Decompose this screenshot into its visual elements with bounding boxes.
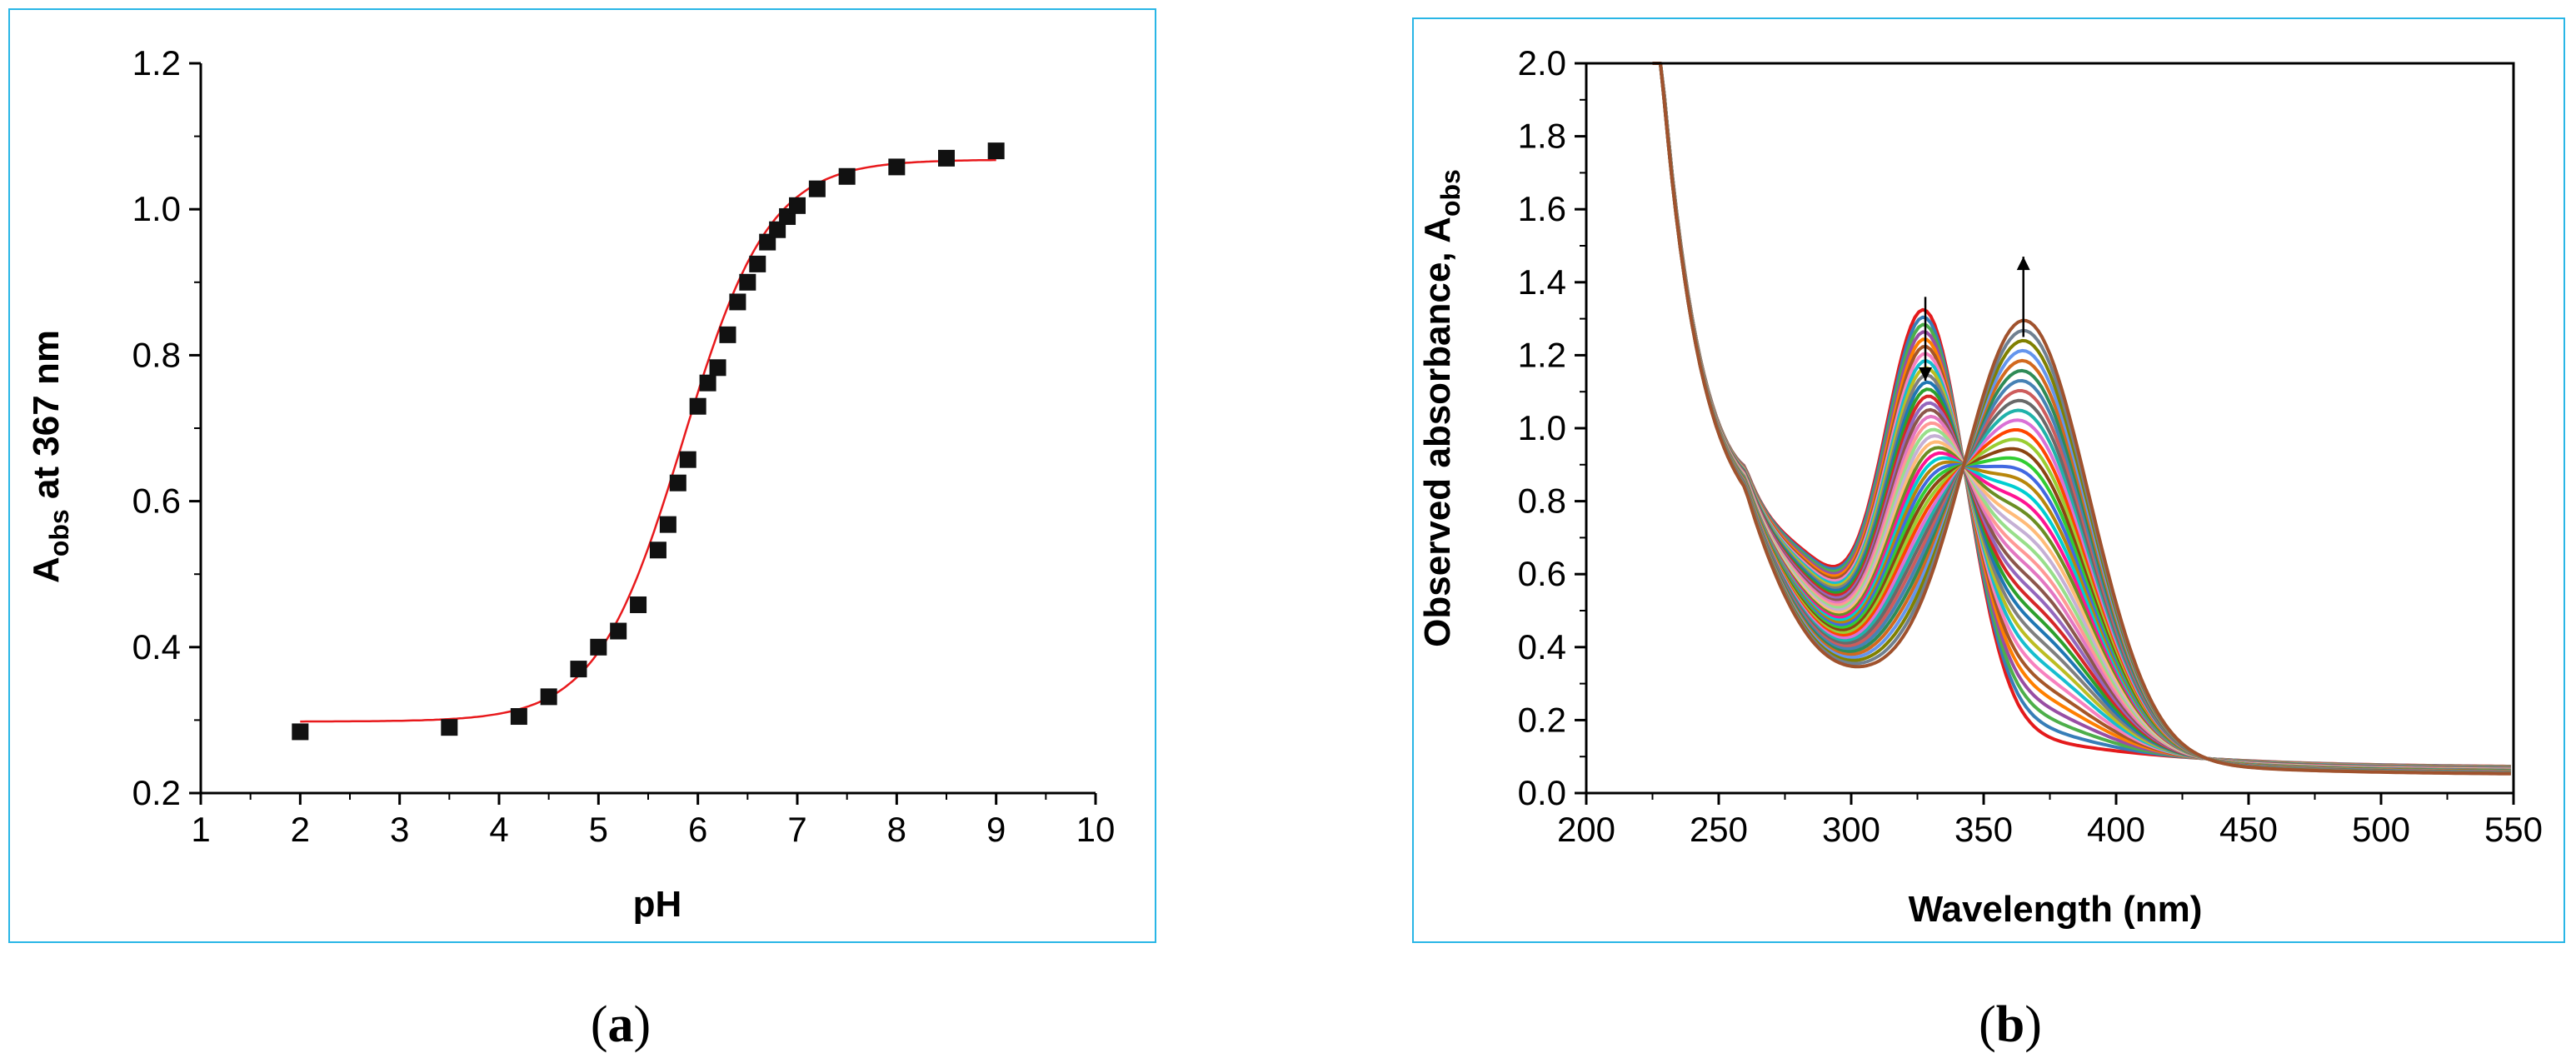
data-point bbox=[610, 622, 627, 640]
panel-b-frame bbox=[1412, 17, 2565, 943]
panel-a-caption: (a) bbox=[591, 996, 651, 1053]
spectrum-line bbox=[1652, 62, 2511, 771]
y-tick-label: 1.0 bbox=[132, 189, 181, 228]
y-tick-label: 1.2 bbox=[1518, 335, 1566, 374]
y-tick-label: 2.0 bbox=[1518, 43, 1566, 82]
data-point bbox=[749, 255, 766, 272]
panel-a-chart: 1 2 3 4 5 6 7 8 9 10 0.2 0.4 0.6 0.8 1.0 1.2 pH Aobs at… bbox=[26, 43, 1115, 925]
data-point bbox=[669, 474, 686, 492]
fit-curve-layer bbox=[300, 158, 996, 723]
x-tick-label: 9 bbox=[986, 810, 1006, 849]
panel-a-frame bbox=[8, 8, 1156, 943]
data-points-layer bbox=[292, 142, 1005, 741]
data-point bbox=[938, 149, 955, 167]
data-point bbox=[630, 596, 647, 613]
spectrum-line bbox=[1652, 62, 2511, 771]
trend-arrow-head bbox=[2016, 257, 2030, 271]
arrows-layer bbox=[1919, 257, 2030, 382]
panel-b-axes: 200 250 300 350 400 450 500 550 0.0 0.2 0.4 0.6 0.8 1… bbox=[1518, 43, 2543, 849]
spectrum-line bbox=[1652, 62, 2511, 771]
y-tick-label: 0.8 bbox=[1518, 482, 1566, 521]
data-point bbox=[570, 661, 587, 678]
data-point bbox=[729, 293, 746, 311]
data-point bbox=[987, 142, 1005, 160]
data-point bbox=[649, 541, 666, 559]
y-axis-label: Observed absorbance, Aobs bbox=[1417, 169, 1465, 647]
spectrum-line bbox=[1652, 62, 2511, 772]
data-point bbox=[888, 158, 906, 176]
x-tick-label: 2 bbox=[291, 810, 310, 849]
data-point bbox=[838, 167, 856, 185]
spectrum-line bbox=[1652, 62, 2511, 771]
data-point bbox=[719, 326, 736, 343]
x-tick-label: 550 bbox=[2484, 810, 2543, 849]
y-tick-label: 0.2 bbox=[132, 773, 181, 812]
y-tick-label: 0.8 bbox=[132, 335, 181, 374]
x-axis-label: pH bbox=[633, 884, 682, 925]
data-point bbox=[292, 723, 309, 741]
data-point bbox=[769, 221, 786, 238]
y-tick-label: 1.2 bbox=[132, 43, 181, 82]
x-tick-label: 5 bbox=[589, 810, 608, 849]
x-tick-label: 350 bbox=[1954, 810, 2013, 849]
y-tick-label: 0.0 bbox=[1518, 773, 1566, 812]
spectra-layer bbox=[1652, 62, 2511, 776]
data-point bbox=[699, 374, 716, 392]
data-point bbox=[659, 516, 676, 533]
x-tick-label: 6 bbox=[688, 810, 707, 849]
panel-b-caption: (b) bbox=[1979, 996, 2042, 1053]
data-point bbox=[441, 719, 458, 736]
x-tick-label: 7 bbox=[787, 810, 806, 849]
spectrum-line bbox=[1652, 62, 2511, 772]
spectrum-line bbox=[1652, 62, 2511, 771]
y-tick-label: 0.4 bbox=[132, 627, 181, 666]
y-tick-label: 0.4 bbox=[1518, 627, 1566, 666]
trend-arrow-head bbox=[1919, 367, 1933, 382]
y-tick-label: 1.4 bbox=[1518, 262, 1566, 302]
data-point bbox=[590, 638, 607, 656]
x-tick-label: 400 bbox=[2087, 810, 2145, 849]
spectrum-line bbox=[1652, 62, 2511, 776]
spectrum-line bbox=[1652, 62, 2511, 771]
x-tick-label: 300 bbox=[1822, 810, 1880, 849]
x-tick-label: 250 bbox=[1690, 810, 1748, 849]
x-tick-label: 200 bbox=[1557, 810, 1615, 849]
y-tick-label: 1.8 bbox=[1518, 117, 1566, 156]
panel-b-chart: 200 250 300 350 400 450 500 550 0.0 0.2 0.4 0.6 0.8 1… bbox=[1417, 43, 2543, 930]
spectrum-line bbox=[1652, 62, 2511, 771]
data-point bbox=[789, 197, 806, 214]
y-axis-label: Aobs at 367 nm bbox=[26, 330, 74, 583]
data-point bbox=[689, 397, 706, 415]
x-tick-label: 3 bbox=[390, 810, 409, 849]
x-axis-label: Wavelength (nm) bbox=[1909, 889, 2203, 930]
data-point bbox=[510, 708, 527, 726]
data-point bbox=[739, 273, 756, 291]
spectrum-line bbox=[1652, 62, 2511, 772]
spectrum-line bbox=[1652, 62, 2511, 771]
data-point bbox=[540, 688, 557, 706]
panel-a-axes: 1 2 3 4 5 6 7 8 9 10 0.2 0.4 0.6 0.8 1.0 1.2 bbox=[132, 43, 1116, 849]
data-point bbox=[679, 451, 696, 468]
x-tick-label: 450 bbox=[2219, 810, 2278, 849]
data-point bbox=[709, 359, 726, 377]
plot-frame bbox=[1585, 62, 2515, 795]
x-tick-label: 8 bbox=[887, 810, 906, 849]
y-tick-label: 1.0 bbox=[1518, 408, 1566, 447]
y-tick-label: 0.6 bbox=[132, 482, 181, 521]
fit-curve bbox=[300, 158, 996, 723]
data-point bbox=[808, 180, 826, 197]
x-tick-label: 4 bbox=[489, 810, 508, 849]
x-tick-label: 10 bbox=[1076, 810, 1116, 849]
y-tick-label: 1.6 bbox=[1518, 189, 1566, 228]
y-tick-label: 0.2 bbox=[1518, 700, 1566, 739]
x-tick-label: 1 bbox=[191, 810, 210, 849]
y-tick-label: 0.6 bbox=[1518, 554, 1566, 593]
x-tick-label: 500 bbox=[2352, 810, 2410, 849]
